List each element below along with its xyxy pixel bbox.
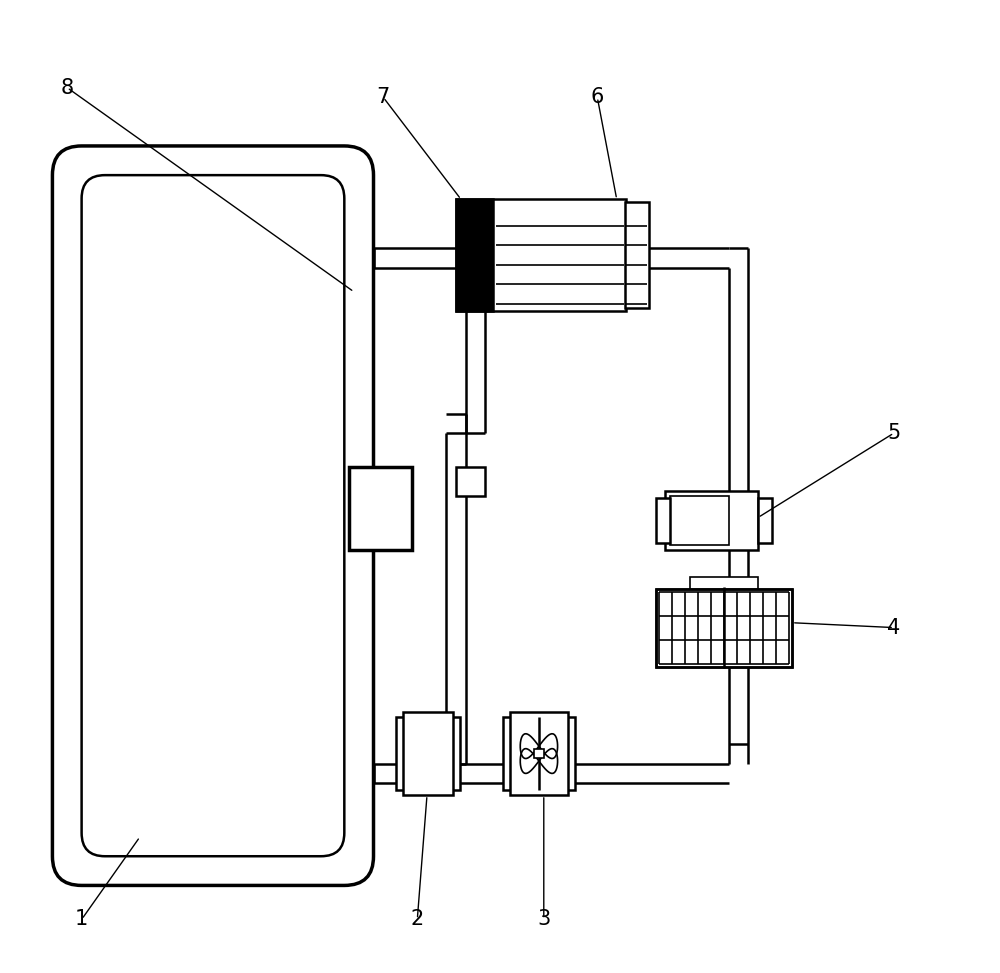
Bar xyxy=(534,749,544,759)
Bar xyxy=(396,717,460,790)
Bar xyxy=(403,712,453,795)
Text: 1: 1 xyxy=(75,910,88,929)
Bar xyxy=(656,498,670,543)
Text: 8: 8 xyxy=(60,78,74,97)
Bar xyxy=(625,202,649,308)
FancyBboxPatch shape xyxy=(82,175,344,856)
Bar xyxy=(456,467,485,496)
Bar xyxy=(656,589,792,667)
Bar xyxy=(456,199,626,311)
Text: 5: 5 xyxy=(887,423,901,443)
Bar xyxy=(510,712,568,795)
Bar xyxy=(656,589,792,667)
Bar xyxy=(690,577,758,589)
Bar xyxy=(349,467,412,550)
Text: 4: 4 xyxy=(887,618,901,637)
Bar xyxy=(758,498,772,543)
Bar xyxy=(503,717,575,790)
Bar xyxy=(665,491,758,550)
Text: 7: 7 xyxy=(377,88,390,107)
Bar xyxy=(456,199,493,311)
FancyBboxPatch shape xyxy=(52,146,374,885)
Text: 2: 2 xyxy=(411,910,424,929)
Text: 6: 6 xyxy=(591,88,604,107)
Text: 3: 3 xyxy=(537,910,550,929)
Bar xyxy=(670,496,729,545)
